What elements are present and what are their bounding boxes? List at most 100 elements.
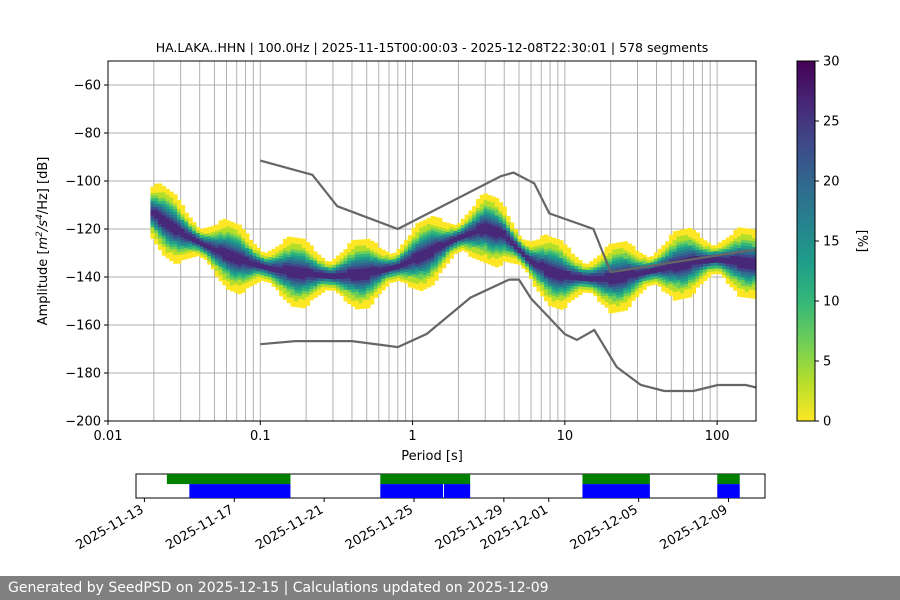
heatmap-cell (570, 256, 575, 260)
heatmap-cell (566, 261, 572, 266)
heatmap-cell (597, 269, 602, 274)
heatmap-cell (544, 260, 549, 264)
heatmap-cell (597, 266, 602, 271)
heatmap-cell (566, 256, 572, 260)
heatmap-cell (351, 245, 356, 250)
heatmap-cell (158, 238, 163, 242)
y-tick-label: −60 (74, 79, 101, 94)
heatmap-cell (748, 251, 753, 256)
heatmap-cell (491, 262, 496, 266)
heatmap-cell (608, 278, 613, 282)
heatmap-cell (430, 264, 435, 269)
heatmap-cell (176, 251, 182, 255)
heatmap-cell (460, 241, 466, 246)
heatmap-cell (305, 279, 311, 283)
heatmap-cell (426, 240, 432, 245)
heatmap-cell (449, 249, 454, 254)
heatmap-cell (714, 265, 719, 269)
heatmap-cell (169, 211, 174, 216)
heatmap-cell (612, 272, 617, 276)
heatmap-cell (729, 235, 734, 239)
heatmap-cell (544, 246, 549, 250)
heatmap-cell (245, 259, 250, 263)
heatmap-cell (517, 252, 522, 257)
heatmap-cell (699, 255, 704, 259)
heatmap-cell (509, 231, 515, 235)
heatmap-cell (229, 227, 235, 231)
heatmap-cell (619, 264, 625, 269)
heatmap-cell (161, 229, 167, 233)
heatmap-cell (377, 285, 382, 289)
heatmap-cell (487, 258, 492, 262)
heatmap-cell (184, 252, 189, 257)
heatmap-cell (343, 286, 348, 290)
heatmap-cell (438, 235, 443, 239)
heatmap-cell (286, 294, 292, 298)
heatmap-cell (668, 272, 674, 276)
heatmap-cell (309, 248, 314, 252)
heatmap-cell (279, 287, 284, 291)
heatmap-cell (366, 299, 371, 303)
heatmap-cell (491, 248, 496, 252)
heatmap-cell (332, 264, 337, 268)
heatmap-cell (275, 249, 280, 253)
heatmap-cell (430, 236, 435, 240)
heatmap-cell (547, 242, 553, 246)
heatmap-cell (218, 260, 223, 264)
heatmap-cell (222, 239, 227, 243)
y-axis-label-m: m (36, 237, 51, 250)
heatmap-cell (309, 294, 314, 298)
heatmap-cell (737, 238, 742, 243)
heatmap-cell (555, 276, 560, 280)
heatmap-cell (158, 183, 163, 187)
heatmap-cell (532, 283, 538, 287)
heatmap-cell (581, 277, 587, 282)
heatmap-cell (354, 285, 360, 290)
heatmap-cell (559, 292, 564, 296)
heatmap-cell (680, 255, 685, 259)
heatmap-cell (214, 230, 220, 234)
heatmap-cell (271, 268, 276, 273)
heatmap-cell (180, 213, 186, 217)
heatmap-cell (744, 271, 750, 275)
heatmap-cell (619, 241, 625, 246)
heatmap-cell (604, 295, 609, 299)
heatmap-cell (256, 259, 261, 263)
heatmap-cell (475, 256, 481, 260)
heatmap-cell (279, 290, 284, 294)
heatmap-cell (430, 253, 435, 257)
heatmap-cell (487, 252, 492, 256)
heatmap-cell (237, 253, 242, 257)
heatmap-cell (422, 277, 428, 281)
heatmap-cell (623, 304, 628, 308)
heatmap-cell (574, 279, 579, 284)
heatmap-cell (487, 261, 492, 265)
heatmap-cell (275, 258, 280, 262)
heatmap-cell (555, 293, 560, 298)
heatmap-cell (301, 290, 307, 294)
heatmap-cell (267, 253, 273, 258)
heatmap-cell (619, 305, 625, 309)
heatmap-cell (748, 289, 753, 293)
heatmap-cell (343, 283, 348, 288)
heatmap-cell (305, 244, 311, 249)
heatmap-cell (226, 231, 231, 236)
heatmap-cell (491, 230, 496, 235)
heatmap-cell (222, 276, 227, 280)
heatmap-cell (445, 254, 451, 258)
heatmap-cell (275, 269, 280, 273)
heatmap-cell (551, 295, 557, 299)
heatmap-cell (525, 248, 530, 253)
heatmap-cell (653, 269, 659, 274)
heatmap-cell (229, 230, 235, 234)
heatmap-cell (263, 264, 269, 268)
heatmap-cell (279, 255, 284, 259)
heatmap-cell (487, 203, 492, 207)
heatmap-cell (475, 245, 481, 249)
heatmap-cell (362, 245, 367, 249)
heatmap-cell (559, 289, 564, 293)
heatmap-cell (173, 214, 178, 218)
heatmap-cell (373, 280, 379, 284)
heatmap-cell (343, 263, 348, 267)
